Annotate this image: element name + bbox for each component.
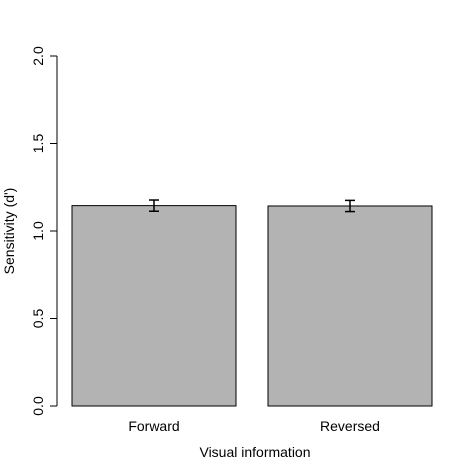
x-tick-label: Reversed [320, 418, 380, 434]
bars-group [71, 205, 433, 407]
bar-forward [71, 205, 237, 407]
y-axis: 0.0 0.5 1.0 1.5 2.0 [30, 46, 58, 416]
y-tick-label: 1.5 [30, 134, 46, 154]
x-category-labels: Forward Reversed [128, 418, 380, 434]
y-tick-label: 1.0 [30, 221, 46, 241]
error-bars-group [149, 199, 355, 213]
y-axis-label: Sensitivity (d') [1, 188, 17, 275]
x-tick-label: Forward [128, 418, 179, 434]
x-axis-label: Visual information [199, 444, 310, 460]
y-tick-label: 0.0 [30, 396, 46, 416]
bar-reversed [267, 205, 433, 407]
y-tick-label: 0.5 [30, 309, 46, 329]
y-tick-label: 2.0 [30, 46, 46, 66]
